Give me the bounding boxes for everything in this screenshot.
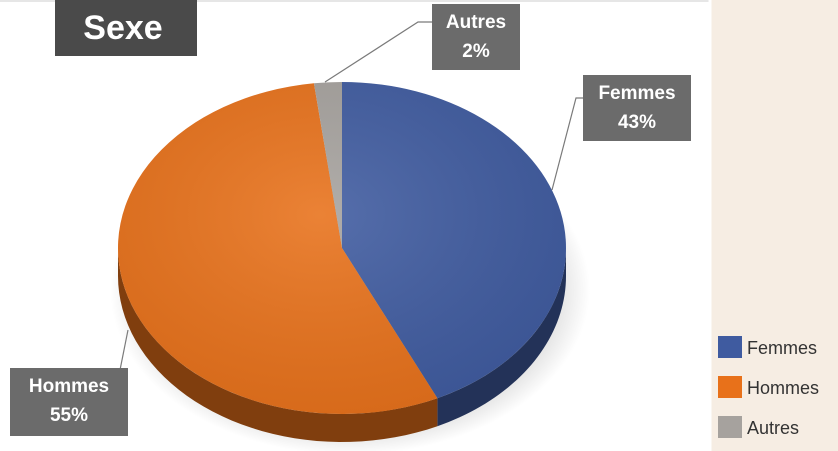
chart-title: Sexe: [83, 9, 162, 47]
label-value: 2%: [462, 41, 490, 62]
legend-label: Hommes: [747, 378, 819, 398]
legend-swatch: [718, 376, 742, 398]
label-value: 43%: [618, 112, 656, 133]
legend-label: Femmes: [747, 338, 817, 358]
title-box: [55, 0, 197, 56]
data-labels: Femmes 43% Hommes 55% Autres 2%: [10, 4, 691, 436]
pie-side: [437, 248, 566, 427]
label-category: Femmes: [598, 83, 675, 104]
leader-line: [324, 21, 432, 83]
pie: [118, 82, 567, 442]
label-category: Autres: [446, 12, 506, 33]
legend-swatch: [718, 416, 742, 438]
legend-label: Autres: [747, 418, 799, 438]
label-box: [583, 75, 691, 141]
leader-line: [551, 97, 583, 191]
pie-highlight: [118, 82, 566, 414]
legend-swatch: [718, 336, 742, 358]
label-box: [432, 4, 520, 70]
legend-panel: [710, 0, 838, 451]
label-category: Hommes: [29, 376, 109, 397]
label-value: 55%: [50, 405, 88, 426]
legend: Femmes Hommes Autres: [718, 336, 819, 438]
label-box: [10, 368, 128, 436]
pie-side: [118, 248, 438, 442]
